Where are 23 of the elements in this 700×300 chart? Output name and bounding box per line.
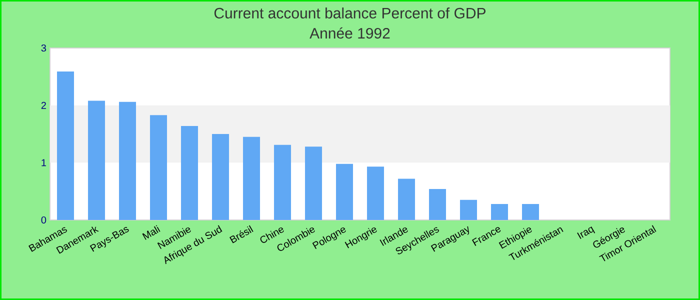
x-tick-label: Iraq [577, 226, 596, 239]
bar [274, 144, 292, 220]
bar [119, 102, 136, 220]
bar [181, 126, 198, 220]
chart-subtitle: Année 1992 [310, 27, 390, 39]
bar [460, 200, 478, 220]
bar [336, 164, 354, 220]
bar [429, 189, 446, 220]
bar [88, 100, 106, 220]
y-tick-label: 3 [41, 44, 46, 52]
bar [212, 134, 230, 220]
bar [243, 136, 260, 220]
bar [491, 204, 508, 220]
y-tick-label: 1 [42, 159, 46, 166]
y-tick-label: 0 [41, 216, 46, 224]
bar [150, 115, 168, 220]
bar [398, 178, 416, 220]
bar [367, 166, 384, 220]
bar [57, 72, 74, 220]
y-tick-label: 2 [41, 102, 46, 109]
bar [522, 204, 540, 220]
bar [305, 146, 322, 220]
chart-title: Current account balance Percent of GDP [214, 7, 486, 18]
